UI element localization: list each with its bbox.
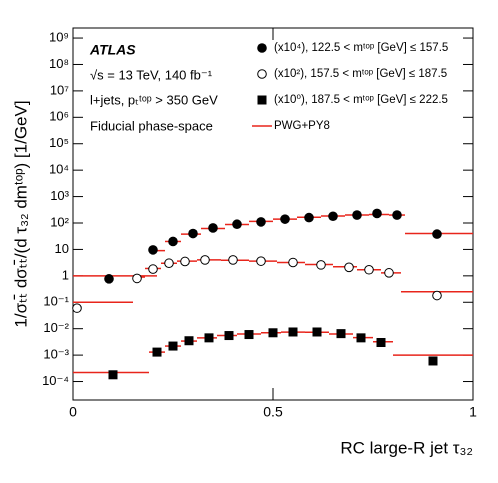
data-point: [336, 329, 346, 339]
y-tick-label: 10⁷: [50, 82, 69, 97]
data-point: [132, 273, 142, 284]
y-tick-label: 1: [62, 267, 69, 282]
data-point: [288, 327, 298, 337]
data-point: [72, 303, 82, 313]
x-tick-label: 1: [469, 404, 477, 420]
data-point: [168, 341, 178, 351]
data-point: [352, 210, 362, 220]
data-point: [188, 228, 198, 239]
y-tick-label: 10⁴: [49, 162, 69, 177]
annotation: Fiducial phase-space: [90, 118, 213, 133]
y-tick-label: 10⁹: [49, 29, 69, 44]
data-point: [164, 258, 174, 269]
data-point: [428, 356, 438, 366]
y-tick-label: 10⁻¹: [43, 294, 69, 309]
legend-label: (x10²), 157.5 < mᵗᵒᵖ [GeV] ≤ 187.5: [274, 68, 447, 80]
data-point: [148, 245, 158, 255]
data-point: [256, 217, 266, 227]
data-point: [208, 223, 218, 233]
data-point: [232, 219, 242, 230]
legend-label: PWG+PY8: [274, 120, 330, 132]
x-tick-label: 0.5: [263, 404, 283, 420]
data-point: [184, 336, 194, 346]
data-point: [280, 214, 290, 224]
y-tick-label: 10⁵: [49, 135, 69, 150]
data-point: [104, 274, 114, 284]
y-tick-label: 10⁻²: [43, 320, 69, 335]
data-point: [108, 370, 118, 380]
annotation: l+jets, pₜᵗᵒᵖ > 350 GeV: [90, 92, 218, 107]
data-point: [316, 260, 326, 270]
y-tick-label: 10⁶: [49, 109, 69, 124]
data-point: [256, 256, 266, 266]
data-point: [432, 290, 442, 301]
data-point: [312, 327, 322, 337]
legend-marker: [257, 69, 267, 79]
legend-label: (x10⁴), 122.5 < mᵗᵒᵖ [GeV] ≤ 157.5: [274, 42, 448, 54]
data-point: [168, 236, 178, 247]
data-point: [204, 333, 214, 343]
data-point: [384, 268, 394, 278]
x-axis-label: RC large-R jet τ₃₂: [340, 438, 473, 457]
annotation: √s = 13 TeV, 140 fb⁻¹: [90, 67, 213, 82]
y-tick-label: 10: [55, 241, 69, 256]
data-point: [304, 212, 314, 223]
data-point: [180, 256, 190, 267]
data-point: [364, 264, 374, 275]
legend-marker: [257, 43, 267, 53]
data-point: [288, 257, 298, 268]
data-point: [244, 330, 254, 340]
legend-label: (x10⁰), 187.5 < mᵗᵒᵖ [GeV] ≤ 222.5: [274, 94, 448, 106]
y-tick-label: 10²: [50, 214, 69, 229]
plot-frame: [72, 27, 474, 401]
data-point: [224, 331, 234, 341]
y-tick-label: 10³: [50, 188, 69, 203]
data-point: [356, 333, 366, 343]
legend-marker: [257, 95, 267, 105]
data-point: [328, 211, 338, 222]
y-tick-label: 10⁻³: [43, 347, 69, 362]
y-axis-label: 1/σₜₜ̄ dσₜₜ̄/(d τ₃₂ dmᵗᵒᵖ) [1/GeV]: [11, 100, 30, 327]
data-point: [344, 262, 354, 273]
atlas-label: ATLAS: [89, 42, 136, 58]
data-point: [432, 229, 442, 239]
data-point: [372, 208, 382, 219]
data-point: [200, 255, 210, 265]
data-point: [392, 210, 402, 220]
data-point: [148, 264, 158, 274]
data-point: [376, 338, 386, 348]
data-point: [152, 347, 162, 357]
data-point: [268, 328, 278, 338]
x-tick-label: 0: [69, 404, 77, 420]
y-tick-label: 10⁸: [49, 56, 69, 71]
data-point: [228, 255, 238, 265]
y-tick-label: 10⁻⁴: [42, 373, 69, 388]
